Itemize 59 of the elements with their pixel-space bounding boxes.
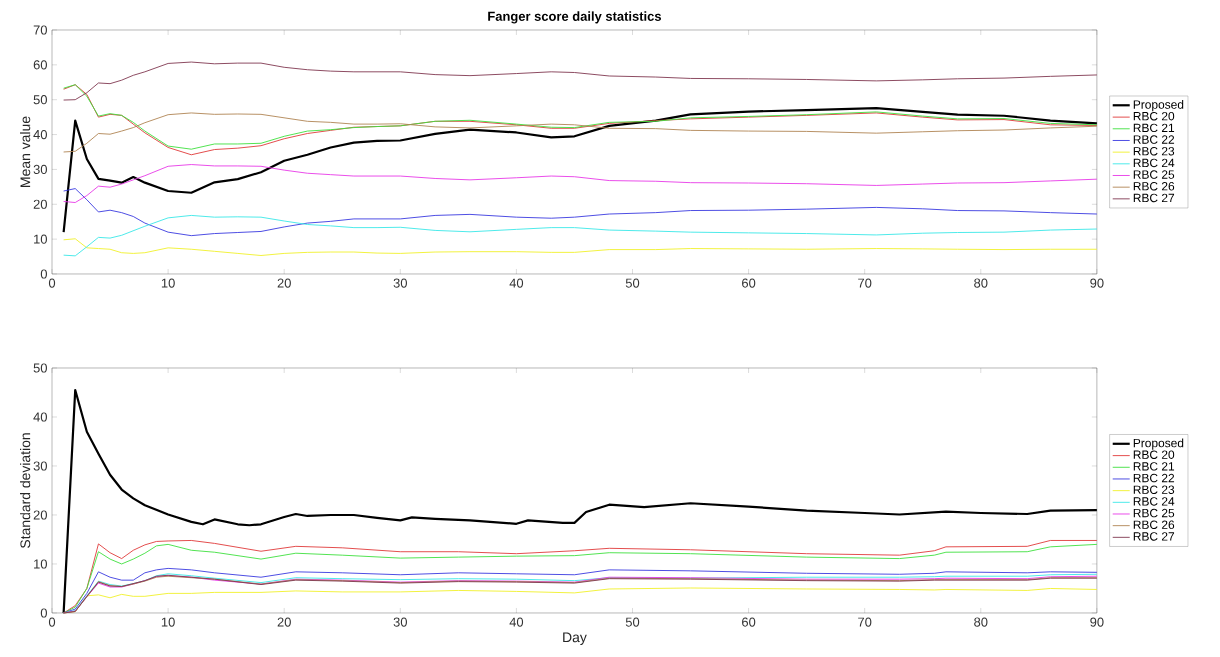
- chart-title: Fanger score daily statistics: [488, 11, 661, 24]
- x-tick-label: 40: [509, 617, 524, 627]
- y-tick-label: 10: [34, 559, 47, 569]
- legend-label: RBC 26: [1133, 182, 1175, 191]
- y-tick-label: 50: [33, 95, 47, 105]
- y-tick-label: 20: [33, 199, 47, 209]
- line-series: [62, 388, 1098, 615]
- y-tick-label: 30: [33, 461, 47, 471]
- y-tick-label: 60: [33, 60, 47, 70]
- y-tick-label: 10: [34, 234, 47, 244]
- x-tick-label: 90: [1090, 278, 1104, 288]
- legend-label: RBC 27: [1133, 532, 1175, 541]
- line-series: [62, 106, 1098, 234]
- legend-label: RBC 21: [1133, 462, 1175, 471]
- x-tick-label: 20: [277, 278, 291, 288]
- y-axis-title: Mean value: [20, 116, 31, 187]
- legend-label: RBC 24: [1133, 497, 1175, 506]
- y-tick-label: 20: [33, 510, 47, 520]
- line-series: [63, 238, 1098, 256]
- x-tick-label: 80: [974, 278, 988, 288]
- legend-label: Proposed: [1133, 99, 1184, 112]
- x-tick-label: 30: [393, 278, 407, 288]
- y-tick-label: 70: [33, 25, 47, 35]
- legend-label: RBC 25: [1133, 170, 1175, 179]
- x-tick-label: 50: [625, 617, 640, 627]
- legend-label: RBC 25: [1133, 508, 1175, 518]
- x-tick-label: 80: [974, 617, 988, 627]
- x-tick-label: 90: [1090, 617, 1104, 627]
- legend-label: RBC 22: [1133, 135, 1175, 144]
- x-axis-title: Day: [563, 632, 587, 645]
- legend-label: RBC 22: [1133, 473, 1175, 483]
- x-tick-label: 0: [48, 278, 56, 288]
- legend-label: RBC 27: [1133, 193, 1175, 203]
- x-tick-label: 70: [858, 617, 872, 627]
- legend-label: Proposed: [1133, 438, 1184, 450]
- legend-label: RBC 23: [1133, 485, 1175, 494]
- x-tick-label: 0: [48, 617, 56, 627]
- x-tick-label: 60: [742, 617, 756, 627]
- x-tick-label: 10: [161, 617, 175, 627]
- x-tick-label: 20: [277, 617, 291, 627]
- legend-label: RBC 23: [1133, 147, 1175, 156]
- legend-label: RBC 21: [1133, 123, 1175, 133]
- legend-label: RBC 20: [1133, 450, 1175, 459]
- y-tick-label: 30: [33, 164, 47, 174]
- x-tick-label: 10: [161, 278, 175, 288]
- legend-label: RBC 20: [1133, 111, 1175, 121]
- y-tick-label: 40: [33, 129, 47, 140]
- y-tick-label: 50: [33, 363, 47, 373]
- x-tick-label: 60: [742, 278, 756, 288]
- x-tick-label: 40: [509, 278, 524, 288]
- x-tick-label: 50: [625, 278, 640, 288]
- y-tick-label: 40: [33, 412, 47, 422]
- x-tick-label: 30: [393, 617, 407, 627]
- legend-label: RBC 24: [1133, 158, 1175, 168]
- x-tick-label: 70: [858, 278, 872, 288]
- y-tick-label: 0: [40, 269, 47, 279]
- y-tick-label: 0: [40, 608, 47, 618]
- y-axis-title: Standard deviation: [20, 433, 31, 548]
- legend-label: RBC 26: [1133, 520, 1175, 529]
